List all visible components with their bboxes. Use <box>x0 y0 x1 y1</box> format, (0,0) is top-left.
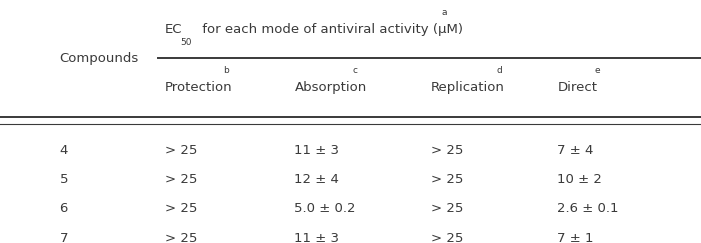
Text: > 25: > 25 <box>431 173 463 186</box>
Text: d: d <box>496 66 502 75</box>
Text: EC: EC <box>165 23 182 36</box>
Text: 5: 5 <box>60 173 68 186</box>
Text: Direct: Direct <box>557 81 597 94</box>
Text: 7: 7 <box>60 232 68 243</box>
Text: for each mode of antiviral activity (μM): for each mode of antiviral activity (μM) <box>198 23 463 36</box>
Text: Compounds: Compounds <box>60 52 139 65</box>
Text: > 25: > 25 <box>165 202 197 216</box>
Text: 10 ± 2: 10 ± 2 <box>557 173 602 186</box>
Text: > 25: > 25 <box>165 144 197 157</box>
Text: > 25: > 25 <box>431 144 463 157</box>
Text: 5.0 ± 0.2: 5.0 ± 0.2 <box>294 202 356 216</box>
Text: e: e <box>594 66 600 75</box>
Text: c: c <box>353 66 358 75</box>
Text: 7 ± 1: 7 ± 1 <box>557 232 594 243</box>
Text: 4: 4 <box>60 144 68 157</box>
Text: Protection: Protection <box>165 81 232 94</box>
Text: 11 ± 3: 11 ± 3 <box>294 232 339 243</box>
Text: > 25: > 25 <box>165 232 197 243</box>
Text: b: b <box>223 66 229 75</box>
Text: 6: 6 <box>60 202 68 216</box>
Text: 7 ± 4: 7 ± 4 <box>557 144 594 157</box>
Text: 12 ± 4: 12 ± 4 <box>294 173 339 186</box>
Text: Absorption: Absorption <box>294 81 367 94</box>
Text: > 25: > 25 <box>431 202 463 216</box>
Text: 50: 50 <box>180 38 191 47</box>
Text: 11 ± 3: 11 ± 3 <box>294 144 339 157</box>
Text: a: a <box>442 8 447 17</box>
Text: > 25: > 25 <box>165 173 197 186</box>
Text: 2.6 ± 0.1: 2.6 ± 0.1 <box>557 202 619 216</box>
Text: > 25: > 25 <box>431 232 463 243</box>
Text: Replication: Replication <box>431 81 505 94</box>
